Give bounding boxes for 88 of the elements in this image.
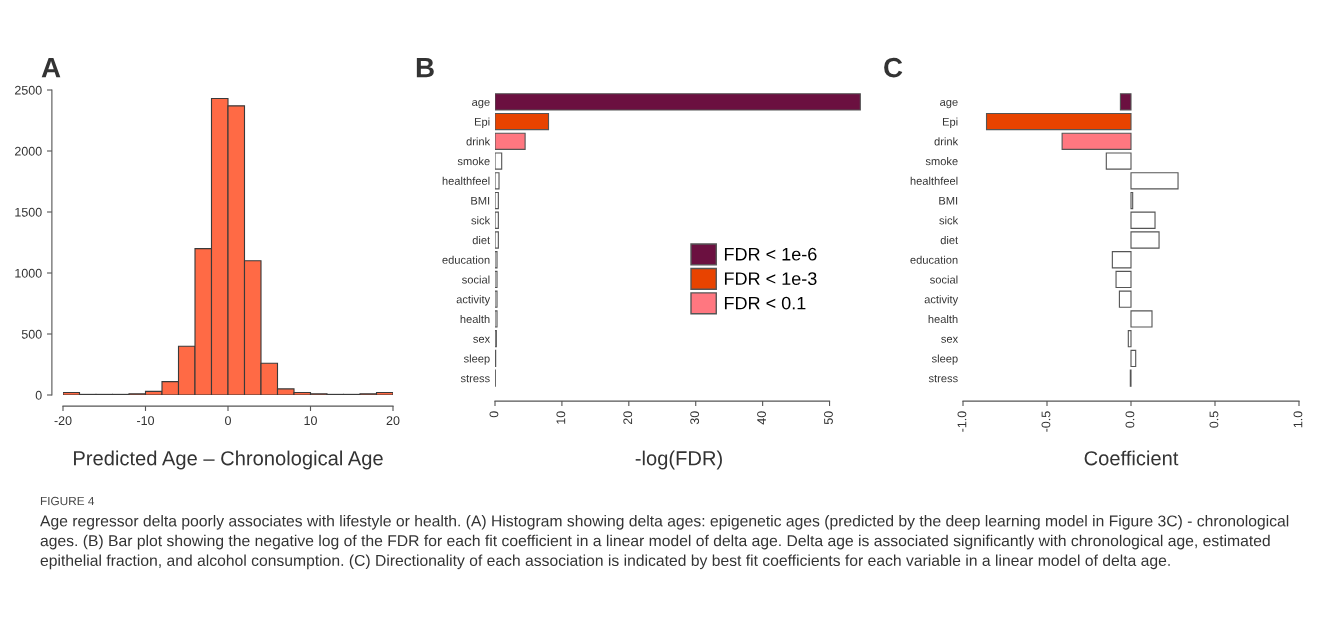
y-tick-label: smoke — [457, 157, 490, 166]
y-tick-label: Epi — [942, 117, 958, 128]
text: Age regressor delta poorly associates with lifestyle or health. (A) Histogram showing delta ages: epigenetic ages (predicted by the deep learning model in Figure 3C) - chronological ages. (B) Bar plot showing the negative log of the FDR for each fit coefficient in a linear model of delta age. Delta age is associated significantly with chronological age, estimated epithelial fraction, and alcohol consumption. (C) Directionality of each association is indicated by best fit coefficients for each variable in a linear model of delta age. — [40, 515, 1289, 570]
y-tick-label: age — [940, 99, 958, 109]
bar — [495, 172, 500, 190]
bar — [1130, 172, 1179, 190]
x-tick-label: 0.0 — [1125, 411, 1135, 428]
bar — [495, 270, 498, 289]
y-tick-label: 500 — [21, 329, 42, 339]
y-tick-label: diet — [940, 235, 959, 245]
x-tick-label: -1.0 — [957, 411, 967, 432]
y-tick-label: smoke — [925, 157, 958, 166]
y-tick-label: health — [928, 314, 958, 324]
y-tick-label: BMI — [471, 196, 490, 205]
bar — [495, 290, 498, 308]
y-tick-label: 2500 — [14, 85, 42, 95]
bar — [1119, 93, 1132, 111]
x-tick-label: -0.5 — [1041, 411, 1051, 432]
x-tick-label: 40 — [757, 411, 766, 425]
y-tick-label: stress — [460, 375, 490, 383]
y-tick-label: drink — [934, 137, 959, 146]
bar — [1111, 251, 1132, 269]
legend-label: FDR < 1e-3 — [724, 272, 817, 286]
x-tick-label: 0.5 — [1209, 411, 1219, 428]
legend-label: FDR < 1e-6 — [724, 247, 817, 261]
bar — [985, 112, 1132, 131]
x-tick-label: -10 — [137, 416, 155, 426]
y-tick-label: sleep — [463, 354, 490, 365]
bar — [495, 310, 498, 328]
x-tick-label: 10 — [556, 411, 566, 424]
y-tick-label: age — [472, 99, 490, 109]
x-axis-title: -log(FDR) — [635, 450, 722, 470]
bar — [1118, 290, 1132, 308]
bar — [1105, 152, 1132, 170]
y-tick-label: 0 — [35, 390, 42, 400]
bar — [1130, 231, 1160, 249]
y-tick-label: sleep — [931, 354, 958, 365]
y-tick-label: Epi — [474, 117, 490, 128]
bar — [495, 231, 499, 249]
y-tick-label: social — [462, 275, 490, 284]
caption: FIGURE 4 — [40, 496, 95, 506]
chart-title: C — [884, 57, 903, 78]
x-tick-label: 0 — [489, 411, 499, 418]
bar — [1130, 310, 1153, 328]
bar — [495, 211, 499, 229]
bar — [1130, 211, 1156, 229]
y-tick-label: social — [930, 275, 958, 284]
y-tick-label: health — [460, 314, 490, 324]
x-tick-label: 10 — [304, 416, 317, 426]
y-tick-label: education — [910, 255, 958, 264]
bar — [495, 191, 499, 210]
x-tick-label: 50 — [824, 411, 833, 425]
y-tick-label: BMI — [939, 196, 958, 205]
y-tick-label: sex — [473, 336, 491, 343]
bar — [1127, 330, 1132, 348]
y-tick-label: diet — [472, 235, 491, 245]
chart-title: A — [41, 58, 61, 78]
y-tick-label: healthfeel — [910, 176, 958, 185]
y-tick-label: sick — [471, 216, 491, 225]
bar — [495, 152, 503, 170]
x-tick-label: 20 — [623, 411, 633, 425]
x-tick-label: 30 — [690, 411, 700, 425]
bar — [1130, 349, 1137, 368]
x-tick-label: 1.0 — [1293, 411, 1303, 428]
bar — [495, 132, 526, 150]
y-tick-label: education — [442, 255, 490, 264]
y-tick-label: sick — [939, 216, 959, 225]
x-tick-label: -20 — [54, 416, 72, 426]
bar — [495, 251, 498, 269]
bar — [1061, 132, 1132, 150]
legend-label: FDR < 0.1 — [724, 296, 806, 310]
y-tick-label: stress — [928, 375, 958, 383]
chart-title: B — [416, 58, 434, 78]
y-tick-label: drink — [466, 137, 491, 146]
x-axis-title: Predicted Age – Chronological Age — [74, 450, 383, 470]
x-tick-label: 20 — [386, 416, 400, 426]
y-tick-label: activity — [456, 295, 491, 306]
y-tick-label: 1000 — [15, 268, 42, 278]
y-tick-label: 2000 — [14, 146, 42, 156]
y-tick-label: healthfeel — [442, 176, 490, 185]
y-tick-label: 1500 — [15, 207, 42, 217]
bar — [1115, 270, 1132, 289]
x-tick-label: 0 — [225, 416, 231, 426]
y-tick-label: sex — [941, 336, 959, 343]
y-tick-label: activity — [924, 295, 959, 306]
bar — [495, 93, 861, 111]
bar — [495, 112, 550, 131]
x-axis-title: Coefficient — [1084, 450, 1179, 466]
